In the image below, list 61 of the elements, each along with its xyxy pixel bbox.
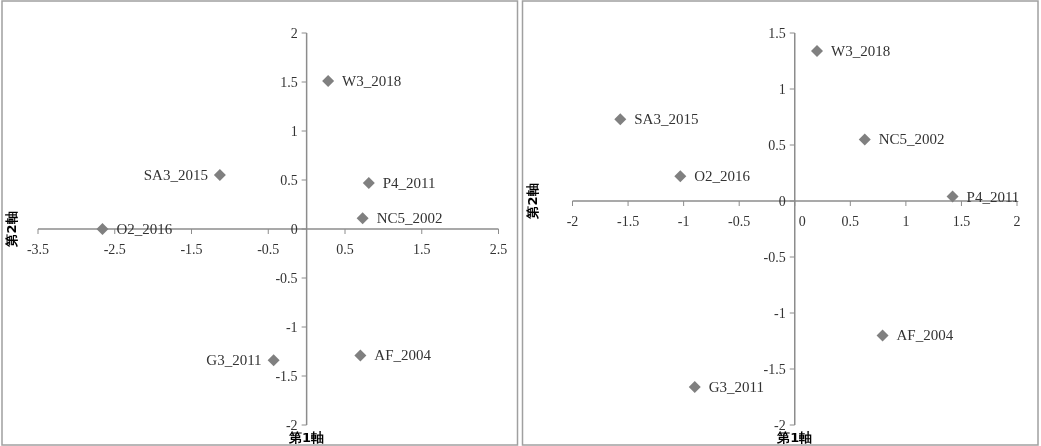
series-label: AF_2004: [896, 327, 954, 344]
y-tick-label: -1: [285, 320, 298, 335]
x-tick-label: 0: [798, 214, 806, 229]
x-tick-label: -3.5: [26, 242, 50, 257]
x-tick-label: -1: [677, 214, 690, 229]
series-label: G3_2011: [708, 378, 765, 395]
series-label: P4_2011: [966, 188, 1020, 205]
point: [674, 170, 687, 183]
x-tick-label: -1.5: [180, 242, 203, 257]
point: [322, 75, 335, 88]
x-tick-label: 1.5: [413, 242, 431, 257]
point: [946, 190, 959, 203]
x-axis-title: 第1軸: [288, 430, 325, 445]
series-label: SA3_2015: [634, 111, 699, 128]
series-label: O2_2016: [694, 168, 751, 185]
point: [688, 380, 701, 393]
y-tick-label: 0.5: [280, 173, 298, 188]
y-tick-label: 1: [778, 82, 786, 97]
x-tick-label: -2: [566, 214, 579, 229]
x-tick-label: 1: [902, 214, 910, 229]
y-tick-label: 1: [290, 124, 298, 139]
x-tick-label: -2.5: [103, 242, 126, 257]
y-axis-title: 第2軸: [4, 211, 19, 248]
y-tick-label: 0.5: [768, 138, 786, 153]
y-axis-title: 第2軸: [524, 183, 540, 220]
x-axis-title: 第1軸: [776, 430, 813, 445]
x-tick-label: 2.5: [489, 242, 508, 257]
series-label: SA3_2015: [143, 167, 208, 184]
point: [354, 349, 367, 362]
x-tick-label: 2: [1013, 214, 1021, 229]
point: [362, 176, 375, 189]
x-tick-label: 1.5: [952, 214, 971, 229]
point: [614, 113, 627, 126]
point: [96, 223, 109, 235]
series-label: P4_2011: [382, 174, 436, 191]
point: [213, 169, 226, 182]
x-tick-label: -0.5: [257, 242, 280, 257]
point: [876, 329, 889, 342]
series-label: W3_2018: [830, 42, 891, 59]
y-tick-label: -1: [774, 306, 786, 321]
y-tick-label: -0.5: [275, 271, 298, 286]
x-tick-label: 0.5: [336, 242, 354, 257]
series-label: O2_2016: [116, 221, 173, 237]
point: [810, 44, 823, 57]
series-label: NC5_2002: [376, 210, 443, 227]
series-label: AF_2004: [374, 347, 432, 364]
series-label: NC5_2002: [878, 131, 945, 148]
series-label: G3_2011: [206, 352, 262, 369]
x-tick-label: 0.5: [841, 214, 860, 229]
point: [858, 133, 871, 146]
y-tick-label: 0: [778, 194, 786, 209]
series-label: W3_2018: [342, 73, 402, 90]
x-tick-label: -1.5: [616, 214, 640, 229]
y-tick-label: 2: [290, 26, 298, 41]
y-tick-label: -1.5: [763, 362, 786, 377]
y-tick-label: 1.5: [768, 26, 786, 41]
y-tick-label: 1.5: [280, 75, 298, 90]
point: [356, 212, 369, 225]
x-tick-label: -0.5: [728, 214, 751, 229]
point: [267, 354, 280, 367]
y-tick-label: -1.5: [275, 369, 298, 384]
